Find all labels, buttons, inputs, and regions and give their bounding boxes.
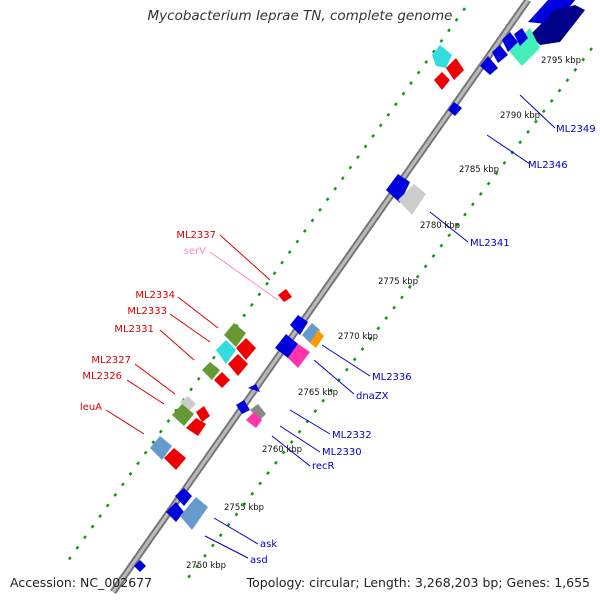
gene-block[interactable] [214, 372, 230, 388]
gene-block[interactable] [248, 384, 260, 392]
gene-label-ML2336[interactable]: ML2336 [372, 372, 412, 383]
gene-label-ask[interactable]: ask [260, 539, 277, 550]
scale-label-2760: 2760 kbp [262, 445, 302, 455]
map-title: Mycobacterium leprae TN, complete genome [147, 8, 453, 24]
gene-label-asd[interactable]: asd [250, 555, 268, 566]
gene-label-ML2330[interactable]: ML2330 [322, 447, 362, 458]
genome-stats-text: Topology: circular; Length: 3,268,203 bp… [246, 575, 590, 590]
gene-block[interactable] [528, 0, 575, 25]
gene-label-recR[interactable]: recR [312, 461, 335, 472]
gene-block[interactable] [228, 354, 248, 376]
gene-block[interactable] [202, 362, 220, 380]
scale-label-2790: 2790 kbp [500, 111, 540, 121]
gene-block[interactable] [386, 174, 410, 203]
scale-label-2775: 2775 kbp [378, 277, 418, 287]
gene-block[interactable] [224, 323, 246, 347]
gene-block[interactable] [180, 497, 208, 530]
gene-label-ML2333[interactable]: ML2333 [127, 306, 167, 317]
gene-block[interactable] [164, 448, 186, 470]
gene-label-leuA[interactable]: leuA [80, 402, 102, 413]
gene-block[interactable] [508, 28, 540, 66]
serv-leader-line [209, 251, 279, 301]
gene-block[interactable] [236, 338, 256, 360]
gene-block[interactable] [196, 406, 210, 422]
scale-label-2795: 2795 kbp [541, 56, 581, 66]
gene-block[interactable] [150, 436, 172, 460]
gene-block[interactable] [448, 102, 462, 116]
inner-tick-ring [184, 47, 593, 583]
gene-block[interactable] [398, 184, 426, 215]
gene-block[interactable] [492, 45, 508, 63]
gene-label-ML2349[interactable]: ML2349 [556, 124, 596, 135]
gene-block[interactable] [310, 330, 324, 348]
scale-label-2785: 2785 kbp [459, 165, 499, 175]
gene-label-ML2346[interactable]: ML2346 [528, 160, 568, 171]
gene-block[interactable] [530, 5, 585, 45]
gene-block[interactable] [216, 340, 236, 364]
gene-block[interactable] [236, 400, 250, 414]
gene-label-serV[interactable]: serV [184, 246, 206, 257]
accession-text: Accession: NC_002677 [10, 575, 153, 590]
gene-label-ML2334[interactable]: ML2334 [135, 290, 175, 301]
gene-label-ML2341[interactable]: ML2341 [470, 238, 510, 249]
gene-block[interactable] [480, 56, 498, 75]
gene-block[interactable] [302, 323, 320, 343]
gene-label-ML2332[interactable]: ML2332 [332, 430, 372, 441]
forward-leader-lines [105, 234, 271, 435]
gene-block[interactable] [166, 502, 184, 522]
scale-label-2765: 2765 kbp [298, 388, 338, 398]
scale-label-2770: 2770 kbp [338, 332, 378, 342]
gene-label-ML2326[interactable]: ML2326 [82, 371, 122, 382]
gene-block[interactable] [175, 488, 192, 506]
gene-block[interactable] [186, 418, 206, 436]
gene-block[interactable] [275, 334, 298, 358]
gene-block[interactable] [446, 58, 464, 80]
gene-block[interactable] [434, 72, 450, 90]
gene-block[interactable] [288, 344, 310, 368]
gene-block[interactable] [250, 404, 266, 420]
gene-block[interactable] [180, 396, 196, 412]
gene-block[interactable] [172, 404, 194, 426]
gene-block[interactable] [134, 560, 146, 572]
gene-label-ML2327[interactable]: ML2327 [91, 355, 131, 366]
gene-label-ML2331[interactable]: ML2331 [114, 324, 154, 335]
gene-label-dnaZX[interactable]: dnaZX [356, 391, 389, 402]
gene-block[interactable] [502, 32, 518, 52]
gene-label-ML2337[interactable]: ML2337 [176, 230, 216, 241]
gene-block[interactable] [432, 45, 452, 68]
scale-label-2755: 2755 kbp [224, 503, 264, 513]
gene-block[interactable] [514, 28, 528, 46]
gene-block[interactable] [246, 412, 262, 428]
scale-label-2750: 2750 kbp [186, 561, 226, 571]
scale-label-2780: 2780 kbp [420, 221, 460, 231]
gene-block[interactable] [290, 315, 308, 335]
reverse-leader-lines [204, 94, 556, 559]
gene-block[interactable] [278, 289, 292, 302]
